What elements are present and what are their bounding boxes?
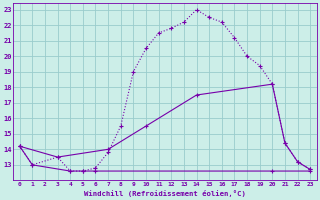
X-axis label: Windchill (Refroidissement éolien,°C): Windchill (Refroidissement éolien,°C) <box>84 190 246 197</box>
